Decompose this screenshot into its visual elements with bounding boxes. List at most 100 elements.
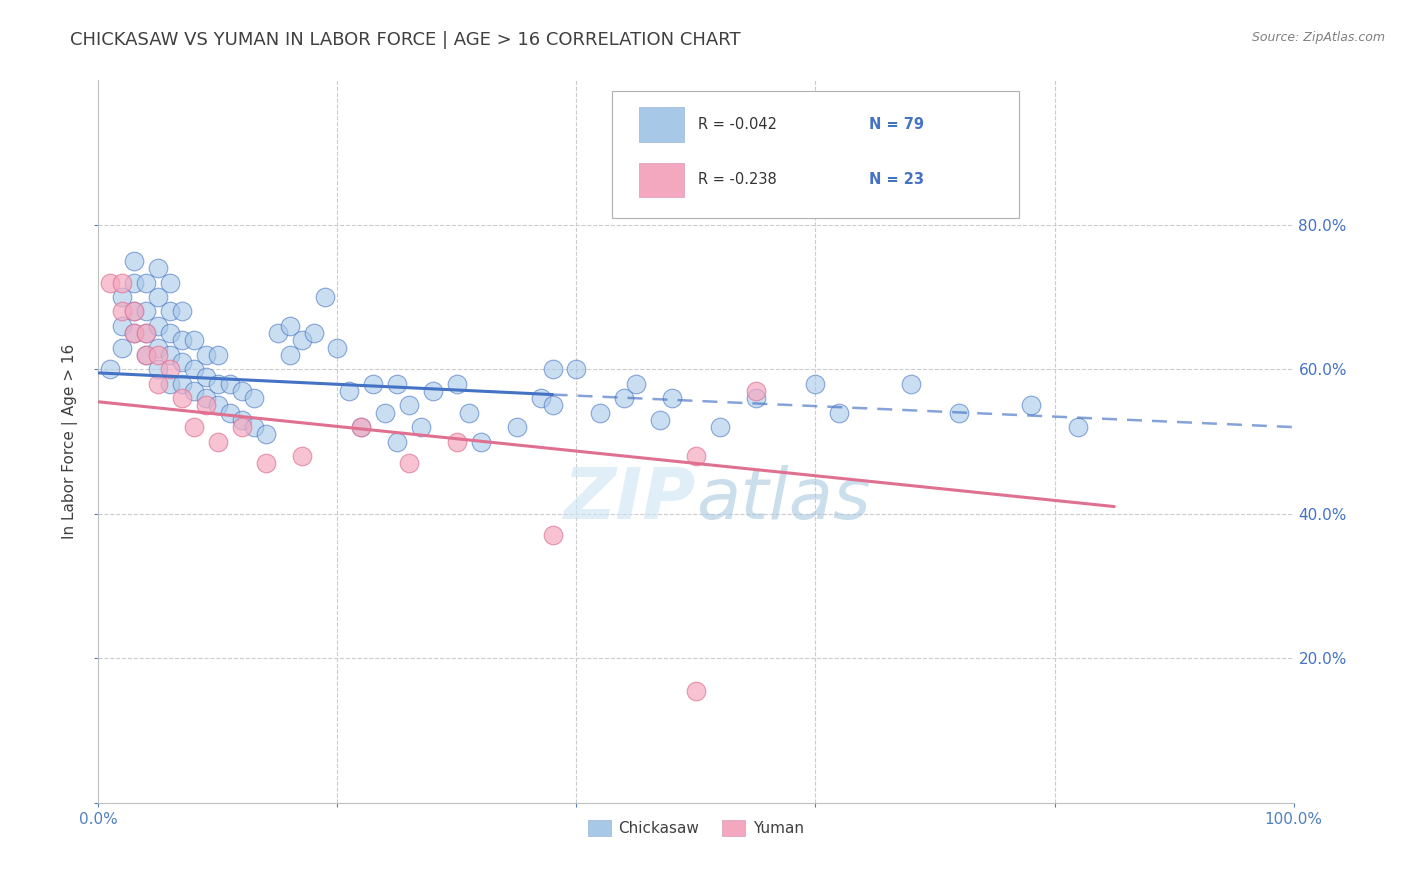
Point [363,376,385,391]
Point [148,290,170,304]
Point [291,449,314,463]
Point [613,391,636,405]
Point [148,341,170,355]
Point [183,334,205,348]
Point [709,420,731,434]
Point [148,362,170,376]
Point [948,406,970,420]
Point [159,304,181,318]
Point [745,384,768,398]
Point [804,376,827,391]
Point [541,528,564,542]
Point [195,348,218,362]
Point [231,420,253,434]
Point [219,406,242,420]
Point [626,376,648,391]
Point [124,304,146,318]
Point [685,449,707,463]
Point [135,326,157,340]
Point [339,384,361,398]
Point [231,384,253,398]
Text: CHICKASAW VS YUMAN IN LABOR FORCE | AGE > 16 CORRELATION CHART: CHICKASAW VS YUMAN IN LABOR FORCE | AGE … [70,31,741,49]
Y-axis label: In Labor Force | Age > 16: In Labor Force | Age > 16 [62,344,79,539]
Point [541,362,564,376]
Point [1019,398,1042,412]
Point [278,348,301,362]
Point [374,406,396,420]
Point [302,326,325,340]
Point [243,420,266,434]
Point [124,304,146,318]
Point [648,413,672,427]
Point [446,434,468,449]
Point [172,376,194,391]
Point [148,348,170,362]
Point [530,391,553,405]
Point [183,362,205,376]
Text: R = -0.042: R = -0.042 [699,117,778,132]
Point [254,427,277,442]
Point [350,420,373,434]
Text: Source: ZipAtlas.com: Source: ZipAtlas.com [1251,31,1385,45]
Point [398,456,420,470]
Point [195,398,218,412]
Point [111,276,134,290]
Point [398,398,420,412]
Point [207,376,229,391]
Point [172,304,194,318]
Point [231,413,253,427]
FancyBboxPatch shape [638,107,685,142]
Point [111,304,134,318]
Point [148,261,170,276]
Point [326,341,349,355]
Point [207,398,229,412]
Point [315,290,337,304]
FancyBboxPatch shape [638,162,685,197]
Point [111,290,134,304]
Point [506,420,529,434]
Point [159,362,181,376]
Point [172,355,194,369]
Point [124,253,146,268]
Point [135,348,157,362]
Point [589,406,612,420]
Point [458,406,481,420]
Point [135,326,157,340]
Point [278,318,301,333]
Point [207,434,229,449]
Point [385,434,409,449]
Point [411,420,433,434]
Point [661,391,683,405]
Point [195,391,218,405]
Point [124,326,146,340]
Point [900,376,922,391]
Point [243,391,266,405]
Point [745,391,768,405]
Text: N = 23: N = 23 [869,172,924,187]
Point [172,391,194,405]
Point [159,276,181,290]
Text: ZIP: ZIP [564,465,696,533]
Text: R = -0.238: R = -0.238 [699,172,778,187]
Point [183,420,205,434]
Point [98,362,122,376]
Point [124,326,146,340]
Point [422,384,444,398]
Point [1067,420,1090,434]
Text: atlas: atlas [696,465,870,533]
Point [148,318,170,333]
Point [828,406,851,420]
Text: N = 79: N = 79 [869,117,924,132]
Point [111,318,134,333]
Point [685,683,707,698]
Point [446,376,468,391]
Point [219,376,242,391]
Point [291,334,314,348]
Point [254,456,277,470]
Point [207,348,229,362]
Point [159,376,181,391]
Point [135,348,157,362]
FancyBboxPatch shape [613,91,1019,218]
Point [385,376,409,391]
Legend: Chickasaw, Yuman: Chickasaw, Yuman [582,814,810,842]
